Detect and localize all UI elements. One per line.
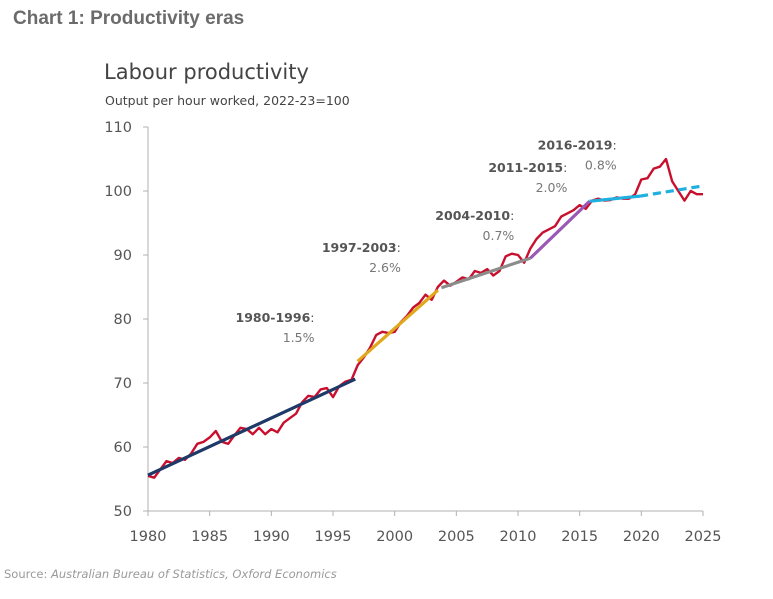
annotation-colon: : (510, 208, 514, 223)
annotation-rate: 0.7% (483, 228, 515, 243)
y-tick-label: 50 (114, 504, 132, 520)
source-text: Australian Bureau of Statistics, Oxford … (51, 567, 337, 581)
trend-line-overlay-1980-1996 (147, 377, 356, 477)
annotation-period: 2011-2015: (488, 160, 567, 175)
source-label: Source: (4, 567, 52, 581)
trend-lines (147, 184, 704, 477)
x-tick-label: 2010 (500, 529, 537, 545)
annotation-period: 1980-1996: (236, 310, 315, 325)
annotations: 1980-1996: 1.5% 1997-2003: 2.6% 2004-2010: 0.… (236, 137, 617, 345)
y-tick-label: 80 (114, 312, 132, 328)
annotation-period: 2016-2019: (538, 137, 617, 152)
trend-lines-overlay (147, 184, 704, 477)
y-tick-label: 100 (104, 184, 132, 200)
chart-subtitle: Output per hour worked, 2022-23=100 (105, 93, 350, 108)
annotation-colon: : (612, 137, 616, 152)
y-tick-label: 110 (104, 120, 132, 136)
x-tick-label: 2015 (561, 529, 598, 545)
annotation-colon: : (397, 240, 401, 255)
x-tick-label: 1980 (130, 529, 167, 545)
y-tick-label: 90 (114, 248, 132, 264)
annotation-rate: 0.8% (585, 157, 617, 172)
page-heading: Chart 1: Productivity eras (13, 8, 245, 29)
annotation-period: 1997-2003: (322, 240, 401, 255)
x-tick-label: 2025 (685, 529, 722, 545)
series-group (147, 157, 703, 479)
y-tick-label: 60 (114, 440, 132, 456)
x-tick-label: 2000 (376, 529, 413, 545)
trend-line-overlay-2016-2019-extension (639, 184, 704, 198)
trend-line-overlay-2016-2019 (589, 194, 641, 203)
x-tick-label: 1995 (315, 529, 352, 545)
annotation-rate: 1.5% (283, 330, 315, 345)
annotation-period: 2004-2010: (435, 208, 514, 223)
x-tick-label: 2020 (623, 529, 660, 545)
x-tick-label: 1990 (253, 529, 290, 545)
annotation-colon: : (563, 160, 567, 175)
trend-line-overlay-1997-2003 (356, 289, 439, 363)
trend-line-overlay-2004-2010 (441, 256, 531, 290)
axes: 50 60 70 80 90 100 110 1980 1985 1990 1995 2000 2005… (104, 120, 721, 545)
x-tick-label: 1985 (191, 529, 228, 545)
annotation-rate: 2.6% (369, 260, 401, 275)
series-line-labour-productivity (147, 157, 703, 479)
trend-line-overlay-2011-2015 (529, 200, 591, 260)
annotation-rate: 2.0% (536, 180, 568, 195)
x-tick-label: 2005 (438, 529, 475, 545)
source-note: Source: Australian Bureau of Statistics,… (4, 567, 337, 581)
chart-title: Labour productivity (104, 60, 309, 84)
annotation-colon: : (310, 310, 314, 325)
y-tick-label: 70 (114, 376, 132, 392)
